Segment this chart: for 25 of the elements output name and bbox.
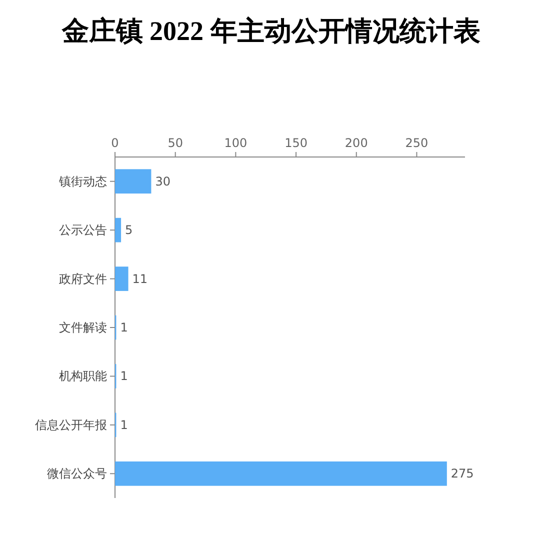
x-tick-label: 50 xyxy=(168,136,183,150)
chart-title: 金庄镇 2022 年主动公开情况统计表 xyxy=(60,16,480,46)
y-tick-label: 公示公告 xyxy=(59,223,107,238)
data-label: 275 xyxy=(450,466,474,481)
data-label: 11 xyxy=(132,272,148,286)
data-label: 30 xyxy=(155,174,170,188)
y-tick-label: 镇街动态 xyxy=(58,174,107,188)
x-tick-label: 100 xyxy=(224,136,248,150)
bar xyxy=(115,266,128,291)
x-tick-label: 200 xyxy=(344,136,368,150)
bar xyxy=(115,169,152,194)
y-tick-label: 机构职能 xyxy=(59,369,107,384)
data-label: 1 xyxy=(120,320,128,334)
data-label: 5 xyxy=(125,223,133,238)
y-tick-label: 政府文件 xyxy=(59,272,107,286)
y-tick-label: 微信公众号 xyxy=(47,466,107,481)
y-tick-label: 文件解读 xyxy=(59,320,107,334)
x-tick-label: 0 xyxy=(111,136,119,150)
x-tick-label: 150 xyxy=(284,136,308,150)
x-tick-label: 250 xyxy=(405,136,428,150)
bar xyxy=(115,461,447,486)
data-label: 1 xyxy=(120,369,128,384)
bar xyxy=(115,218,122,242)
y-tick-label: 信息公开年报 xyxy=(35,418,107,432)
data-label: 1 xyxy=(120,418,128,432)
